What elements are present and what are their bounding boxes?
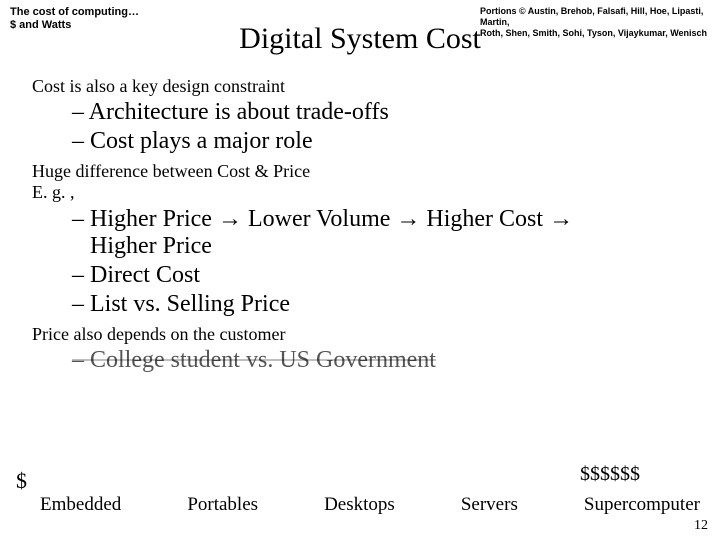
header-left-line1: The cost of computing… — [10, 6, 139, 19]
slide: The cost of computing… $ and Watts Porti… — [0, 0, 720, 540]
arrow-icon: → — [396, 205, 420, 232]
bullet-1: – Architecture is about trade-offs — [72, 99, 700, 126]
b3-seg3: Higher Cost — [420, 206, 549, 232]
bullet-6: – College student vs. US Government — [72, 347, 700, 374]
dollar-left: $ — [16, 468, 27, 494]
category-row: Embedded Portables Desktops Servers Supe… — [40, 494, 700, 516]
page-number: 12 — [694, 518, 708, 534]
body-p2: Huge difference between Cost & Price — [32, 161, 700, 182]
body-p3: E. g. , — [32, 182, 700, 203]
b3-seg1: – Higher Price — [72, 206, 218, 232]
b3-seg2: Lower Volume — [242, 206, 396, 232]
category-supercomputer: Supercomputer — [584, 494, 700, 516]
slide-title: Digital System Cost — [0, 22, 720, 56]
category-embedded: Embedded — [40, 494, 121, 516]
category-servers: Servers — [461, 494, 518, 516]
slide-body: Cost is also a key design constraint – A… — [32, 70, 700, 374]
bullet-2: – Cost plays a major role — [72, 128, 700, 155]
category-desktops: Desktops — [324, 494, 395, 516]
bullet-4: – Direct Cost — [72, 262, 700, 289]
body-p4: Price also depends on the customer — [32, 324, 700, 345]
bullet-3: – Higher Price → Lower Volume → Higher C… — [72, 205, 700, 260]
arrow-icon: → — [218, 205, 242, 232]
bullet-5: – List vs. Selling Price — [72, 291, 700, 318]
arrow-icon: → — [549, 205, 573, 232]
b3-line2: Higher Price — [90, 233, 212, 259]
body-p1: Cost is also a key design constraint — [32, 76, 700, 97]
category-portables: Portables — [187, 494, 258, 516]
dollar-right: $$$$$$ — [580, 463, 640, 486]
